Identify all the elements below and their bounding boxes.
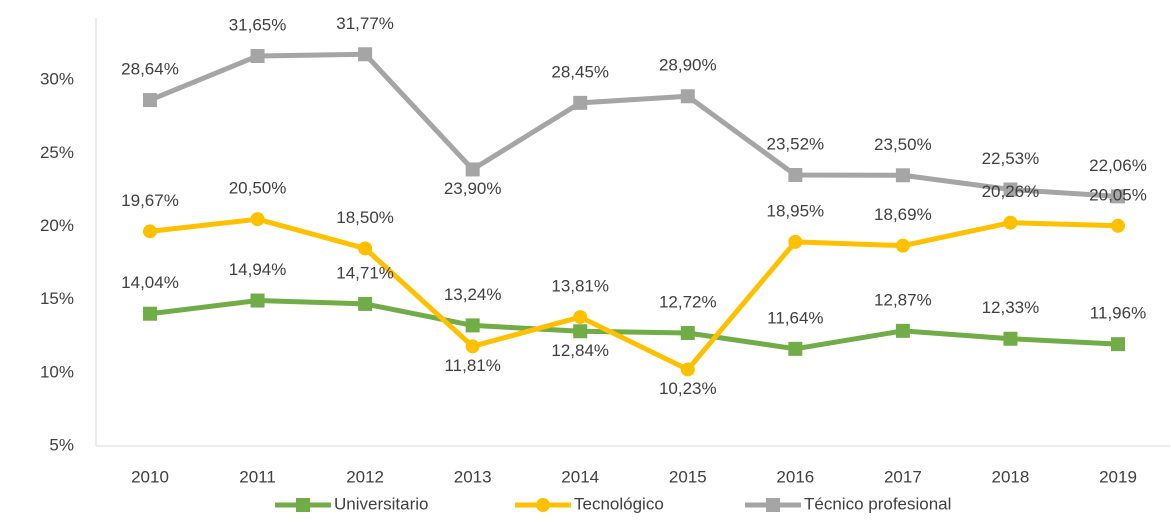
data-point — [680, 362, 695, 377]
data-point — [895, 168, 910, 183]
x-tick-label: 2011 — [239, 467, 276, 486]
x-tick-label: 2010 — [131, 467, 169, 486]
data-point — [465, 162, 480, 177]
data-point — [680, 326, 695, 341]
data-point — [1003, 182, 1018, 197]
data-point — [1111, 189, 1125, 204]
data-label: 11,96% — [1090, 304, 1146, 323]
x-tick-label: 2014 — [561, 467, 599, 486]
data-point — [895, 238, 910, 253]
x-tick-label: 2017 — [884, 467, 922, 486]
y-tick-label: 5% — [49, 435, 74, 454]
data-point — [143, 224, 157, 239]
data-label: 14,71% — [336, 263, 394, 282]
y-tick-label: 15% — [40, 289, 74, 308]
legend-marker — [536, 498, 550, 512]
data-point — [788, 341, 803, 356]
x-tick-label: 2012 — [346, 467, 384, 486]
data-point — [1003, 331, 1018, 346]
data-point — [1003, 215, 1018, 230]
data-point — [573, 324, 588, 339]
data-label: 22,06% — [1089, 156, 1147, 175]
data-label: 12,84% — [551, 341, 609, 360]
data-point — [143, 93, 157, 108]
data-point — [1111, 337, 1125, 352]
legend-marker — [296, 498, 310, 512]
data-label: 12,72% — [659, 293, 717, 312]
data-label: 11,81% — [444, 356, 500, 375]
data-label: 20,05% — [1089, 185, 1147, 204]
data-label: 28,90% — [659, 56, 717, 75]
x-tick-label: 2019 — [1099, 467, 1137, 486]
data-label: 14,04% — [121, 273, 179, 292]
legend-marker — [766, 498, 780, 512]
data-label: 12,33% — [982, 298, 1040, 317]
legend-label: Técnico profesional — [804, 494, 951, 513]
data-label: 23,90% — [444, 179, 502, 198]
data-point — [358, 47, 373, 62]
data-label: 23,52% — [766, 134, 824, 153]
x-tick-label: 2018 — [992, 467, 1030, 486]
series-line — [149, 298, 1119, 352]
data-point — [465, 318, 480, 333]
data-label: 14,94% — [229, 260, 287, 279]
data-point — [573, 95, 588, 110]
data-label: 20,26% — [982, 182, 1040, 201]
data-label: 31,77% — [336, 14, 394, 33]
data-label: 18,50% — [336, 208, 394, 227]
data-point — [250, 212, 265, 227]
data-point — [358, 296, 373, 311]
data-label: 23,50% — [874, 135, 932, 154]
y-tick-label: 10% — [40, 362, 74, 381]
legend-label: Tecnológico — [574, 494, 664, 513]
x-tick-label: 2016 — [776, 467, 814, 486]
data-point — [358, 241, 373, 256]
data-point — [788, 167, 803, 182]
data-label: 28,64% — [121, 60, 179, 79]
x-tick-label: 2015 — [669, 467, 707, 486]
legend-label: Universitario — [334, 494, 428, 513]
data-point — [465, 339, 480, 354]
data-label: 11,64% — [767, 308, 823, 327]
data-label: 28,45% — [551, 62, 609, 81]
data-point — [788, 234, 803, 249]
data-label: 19,67% — [121, 191, 179, 210]
data-label: 13,81% — [551, 277, 609, 296]
series-line — [149, 216, 1119, 372]
data-point — [250, 49, 265, 64]
data-label: 20,50% — [229, 179, 287, 198]
data-label: 13,24% — [444, 285, 502, 304]
y-tick-label: 30% — [40, 70, 74, 89]
data-point — [680, 89, 695, 104]
data-label: 31,65% — [229, 16, 287, 35]
data-point — [895, 323, 910, 338]
data-point — [143, 306, 157, 321]
data-label: 18,69% — [874, 205, 932, 224]
y-tick-label: 25% — [40, 143, 74, 162]
data-label: 22,53% — [982, 149, 1040, 168]
series-line — [149, 51, 1119, 199]
data-label: 18,95% — [766, 201, 824, 220]
y-tick-label: 20% — [40, 216, 74, 235]
data-point — [250, 293, 265, 308]
data-point — [1111, 218, 1125, 233]
data-point — [573, 310, 588, 325]
data-label: 10,23% — [659, 379, 717, 398]
data-label: 12,87% — [874, 290, 932, 309]
x-tick-label: 2013 — [454, 467, 492, 486]
